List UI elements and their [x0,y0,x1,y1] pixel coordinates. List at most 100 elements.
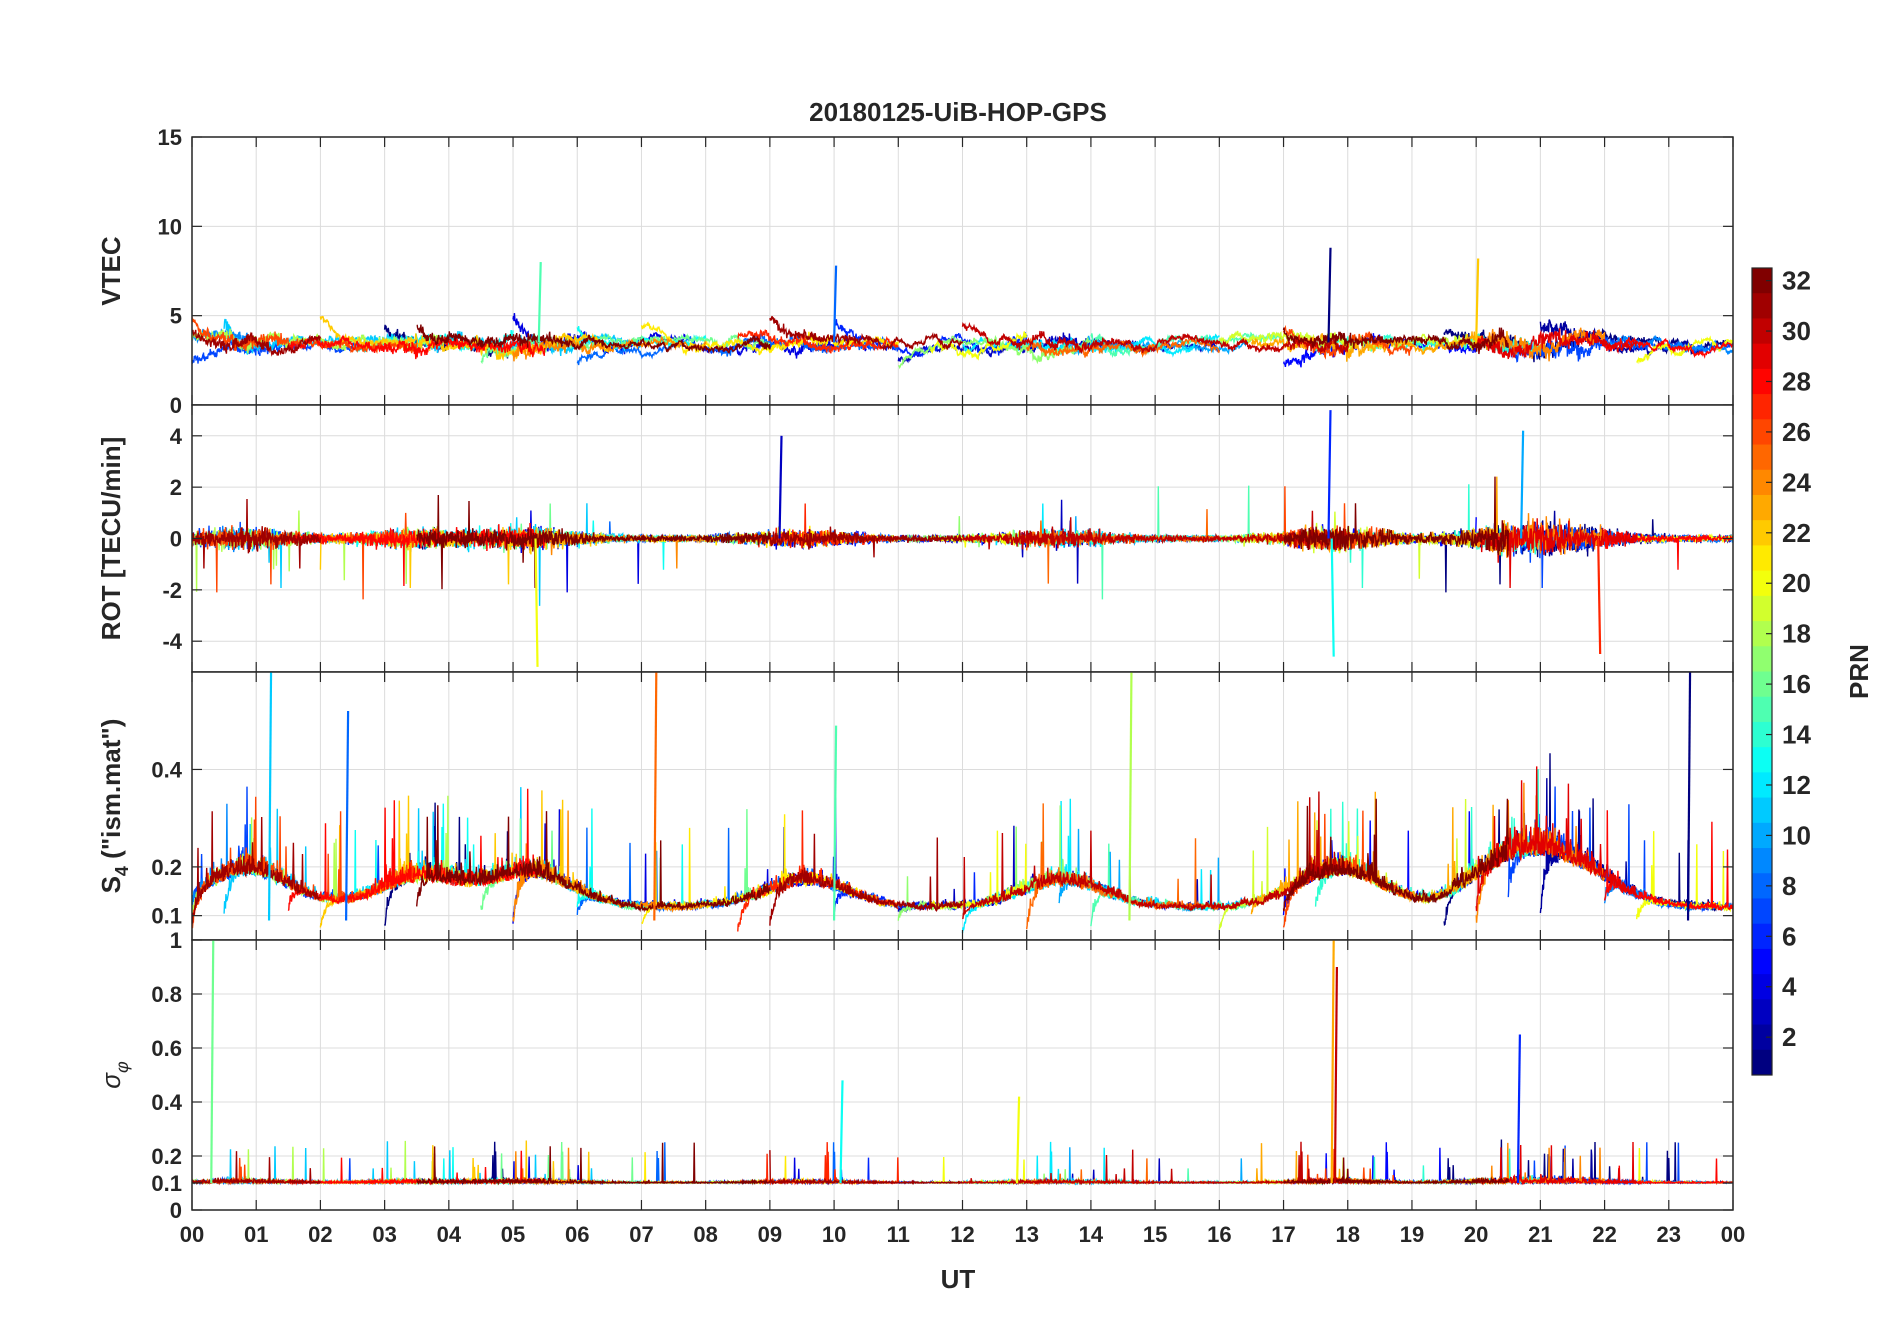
x-tick-label: 08 [693,1222,717,1247]
x-tick-label: 07 [629,1222,653,1247]
series-prn-32 [1282,327,1509,355]
event-spike [210,940,215,1184]
panel-s4: 0.1 0.2 0.4 S4 ("ism.mat") [96,671,1734,941]
event-spike [534,538,539,667]
colorbar-segment [1752,848,1772,874]
colorbar-segment [1752,368,1772,395]
colorbar-segment [1752,721,1772,748]
panel-sigma_phi-ytick-label: 0.4 [151,1090,182,1115]
series-prn-32 [416,1142,771,1186]
x-tick-label: 15 [1143,1222,1167,1247]
x-tick-label: 01 [244,1222,268,1247]
x-tick-label: 00 [180,1222,204,1247]
x-tick-label: 05 [501,1222,525,1247]
series-prn-31 [769,315,964,352]
colorbar-tick-label: 20 [1782,568,1811,598]
event-spike [1516,1034,1522,1184]
panel-s4-series [192,672,1733,934]
colorbar-tick-label: 26 [1782,417,1811,447]
colorbar-tick-label: 28 [1782,366,1811,396]
series-prn-32 [416,805,771,913]
series-prn-31 [769,1150,963,1186]
colorbar-segment [1752,671,1772,698]
x-axis-title: UT [941,1264,976,1294]
colorbar-tick-label: 8 [1782,871,1796,901]
panel-vtec-ytick-label: 0 [170,393,182,418]
panel-rot: -4 -2 0 2 4 ROT [TECU/min] [96,404,1734,673]
panel-rot-ytick-label: 2 [170,475,182,500]
x-tick-label: 19 [1400,1222,1424,1247]
colorbar-tick-label: 4 [1782,972,1797,1002]
colorbar-segment [1752,343,1772,370]
panel-sigma_phi: 00.10.2 0.4 0.6 0.8 1 σφ [96,928,1734,1223]
colorbar-label: PRN [1844,644,1874,699]
colorbar-tick-label: 2 [1782,1022,1796,1052]
panel-sigma_phi-ytick-label: 0.1 [151,1171,182,1196]
panel-sigma_phi-series [192,940,1733,1186]
panel-vtec-ytick-label: 10 [158,214,182,239]
x-tick-label: 09 [758,1222,782,1247]
series-prn-31 [769,526,964,558]
event-spike [1330,538,1335,657]
panel-sigma_phi-ytick-label: 0.2 [151,1144,182,1169]
event-spike [839,1080,844,1184]
colorbar-segment [1752,646,1772,672]
x-tick-label: 04 [437,1222,462,1247]
colorbar-tick-label: 22 [1782,518,1811,548]
series-prn-30 [961,791,1349,920]
panel-s4-ytick-label: 0.1 [151,904,182,929]
event-spike [1327,247,1332,343]
colorbar-segment [1752,293,1772,319]
x-tick-label: 02 [308,1222,332,1247]
colorbar-segment [1752,469,1772,496]
event-spike [537,262,542,343]
colorbar-segment [1752,520,1772,546]
panel-s4-ytick-label: 0.2 [151,855,182,880]
panel-sigma_phi-ytick-label: 0 [170,1198,182,1223]
colorbar-segment [1752,494,1772,521]
series-prn-25 [1026,337,1220,358]
panel-sigma_phi-ytick-label: 0.8 [151,982,182,1007]
event-spike [1330,940,1335,1184]
x-tick-label: 16 [1207,1222,1231,1247]
colorbar-segment [1752,419,1772,446]
colorbar-segment [1752,268,1772,294]
x-tick-label: 03 [372,1222,396,1247]
x-tick-label: 06 [565,1222,589,1247]
series-prn-31 [192,811,322,924]
series-prn-27 [737,329,899,354]
event-spike [653,672,658,921]
colorbar-segment [1752,797,1772,824]
colorbar-tick-label: 32 [1782,266,1811,296]
series-prn-29 [1475,328,1638,360]
x-tick-label: 11 [887,1222,910,1247]
x-tick-label: 10 [822,1222,846,1247]
panel-rot-ytick-label: -2 [162,578,182,603]
x-tick-label: 21 [1528,1222,1552,1247]
series-prn-30 [961,510,1349,552]
panel-sigma_phi-ylabel: σφ [96,1061,132,1089]
colorbar-segment [1752,873,1772,899]
colorbar-frame [1751,267,1773,1076]
x-tick-label: 23 [1657,1222,1681,1247]
panel-s4-ylabel: S4 ("ism.mat") [96,719,132,894]
series-prn-31 [769,833,964,926]
colorbar-tick-label: 18 [1782,619,1811,649]
event-spike [1475,258,1480,343]
series-prn-28 [287,334,546,360]
colorbar-segment [1752,999,1772,1026]
event-spike [832,265,838,343]
event-spike [1327,410,1332,539]
event-spike [1333,966,1339,1184]
series-prn-32 [416,324,771,355]
colorbar-segment [1752,621,1772,647]
x-tick-label: 14 [1079,1222,1104,1247]
colorbar-segment [1752,898,1772,925]
colorbar-tick-label: 24 [1782,467,1811,497]
series-prn-26 [192,317,418,354]
series-prn-28 [287,788,546,911]
colorbar-segment [1752,948,1772,975]
